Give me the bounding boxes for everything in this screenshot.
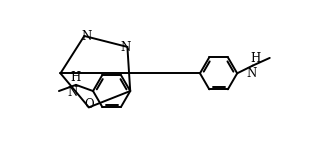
Text: N: N — [67, 86, 77, 99]
Text: H: H — [70, 71, 80, 84]
Text: N: N — [246, 67, 256, 80]
Text: N: N — [81, 30, 92, 43]
Text: O: O — [84, 98, 94, 111]
Text: H: H — [250, 52, 260, 65]
Text: N: N — [120, 41, 130, 54]
